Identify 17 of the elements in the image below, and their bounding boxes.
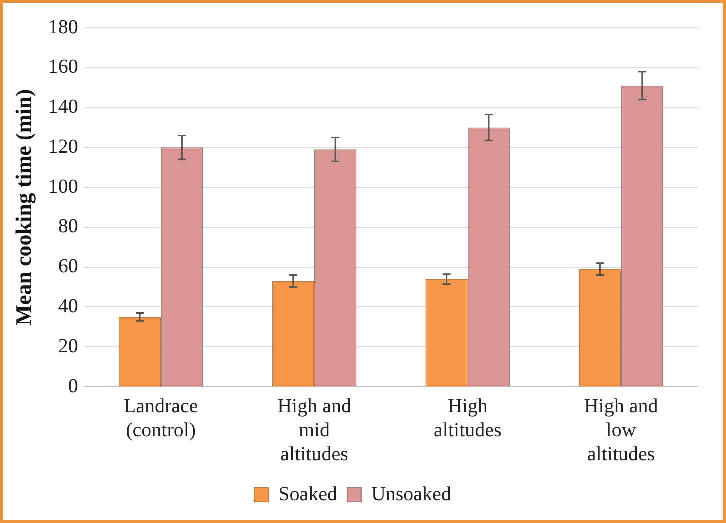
y-tick-label: 100 [48, 176, 78, 198]
y-axis-title: Mean cooking time (min) [10, 89, 36, 326]
y-tick-label: 180 [48, 16, 78, 38]
y-tick-label: 80 [58, 216, 78, 238]
y-tick-label: 40 [58, 295, 78, 318]
legend-label: Soaked [278, 483, 338, 506]
legend-label: Unsoaked [371, 483, 452, 506]
x-tick-label: Landrace (control) [124, 395, 198, 442]
y-tick-label: 20 [58, 335, 78, 358]
x-tick-label: High and low altitudes [584, 395, 658, 466]
y-tick-label: 60 [58, 256, 78, 278]
y-tick-label: 140 [48, 96, 78, 118]
y-tick-label: 160 [48, 56, 78, 78]
y-tick-label: 120 [48, 136, 78, 158]
y-tick-label: 0 [68, 375, 78, 398]
x-tick-label: High and mid altitudes [278, 395, 352, 466]
x-tick-label: High altitudes [434, 395, 502, 442]
